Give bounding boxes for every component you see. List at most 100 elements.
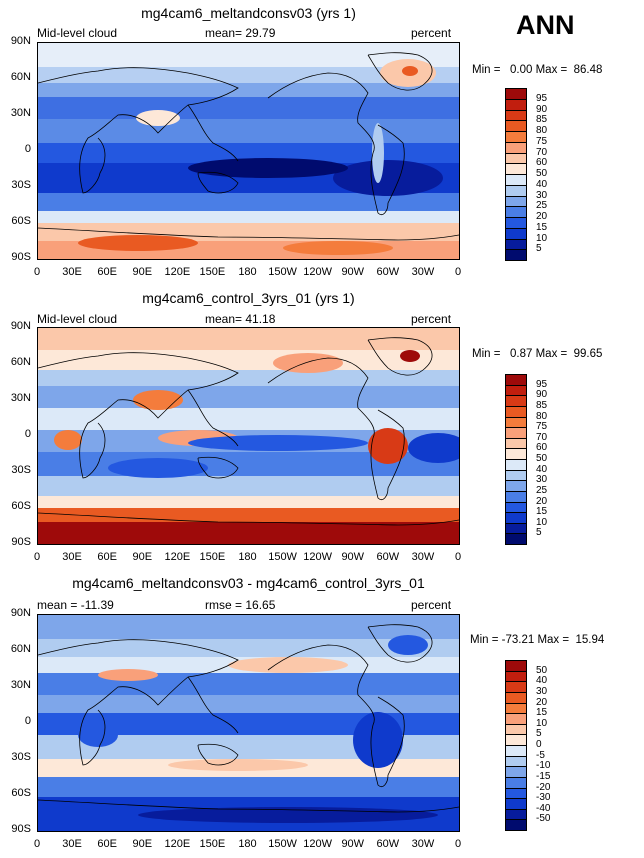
lon-tick-label: 30W — [411, 838, 435, 850]
colorbar-label: 60 — [536, 442, 548, 454]
lat-tick-label: 90N — [10, 320, 31, 332]
colorbar-label: 50 — [536, 453, 548, 464]
lon-tick-label: 0 — [454, 266, 462, 278]
colorbar-label: 15 — [536, 707, 548, 719]
lat-tick-label: 30S — [11, 751, 31, 763]
colorbar-label: 80 — [536, 410, 548, 422]
lon-tick-label: 90E — [132, 551, 153, 563]
colorbar-label: 5 — [536, 728, 542, 740]
lat-tick-label: 60S — [11, 500, 31, 512]
panel-3-map — [37, 614, 460, 832]
lat-tick-label: 60N — [10, 643, 31, 655]
colorbar-label: 75 — [536, 135, 548, 147]
lon-tick-label: 120E — [164, 551, 191, 563]
colorbar-label: 80 — [536, 125, 548, 136]
lat-tick-label: 90N — [10, 35, 31, 47]
colorbar-label: 10 — [536, 717, 548, 729]
lon-tick-label: 60E — [97, 838, 117, 850]
lat-tick-label: 90S — [11, 823, 31, 835]
panel-3-rmse-label: rmse = 16.65 — [205, 598, 276, 612]
lon-tick-label: 90E — [132, 838, 153, 850]
lat-tick-label: 60S — [11, 215, 31, 227]
panel-2-minmax: Min = 0.87 Max = 99.65 — [472, 348, 603, 360]
colorbar-label: 85 — [536, 399, 548, 411]
colorbar-label: -40 — [536, 802, 551, 814]
lon-tick-label: 30W — [411, 551, 435, 563]
panel-3-colorbar: 50 40 30 20 15 10 5 0 -5 -10 -15 -20 -30 -40 -50 — [505, 660, 565, 831]
colorbar-label: -15 — [536, 770, 551, 782]
colorbar-label: 30 — [536, 189, 548, 201]
panel-2-colorbar: 95 90 85 80 75 70 60 50 40 30 25 20 15 10 5 — [505, 374, 565, 545]
panel-1-colorbar: 95 90 85 80 75 70 60 50 40 30 25 20 15 10 5 — [505, 88, 565, 261]
lat-tick-label: 30N — [10, 392, 31, 404]
lon-tick-label: 180 — [238, 551, 257, 563]
colorbar-label: 70 — [536, 431, 548, 443]
lon-tick-label: 120E — [164, 838, 191, 850]
lon-tick-label: 150E — [199, 551, 226, 563]
lat-tick-label: 30S — [11, 464, 31, 476]
lon-tick-label: 60E — [97, 551, 117, 563]
colorbar-label: -30 — [536, 792, 551, 804]
lat-tick-label: 60N — [10, 71, 31, 83]
colorbar-label: 20 — [536, 495, 548, 507]
lon-tick-label: 120W — [303, 266, 333, 278]
colorbar-label: 40 — [536, 675, 548, 687]
lon-tick-label: 150W — [268, 551, 297, 563]
season-label: ANN — [516, 10, 575, 40]
lon-tick-label: 60E — [97, 266, 117, 278]
colorbar-label: 85 — [536, 114, 548, 126]
colorbar-label: -5 — [536, 749, 545, 761]
lat-tick-label: 0 — [24, 715, 31, 727]
panel-1-units-label: percent — [411, 26, 452, 40]
lon-tick-label: 150E — [199, 266, 226, 278]
panel-2-title: mg4cam6_control_3yrs_01 (yrs 1) — [142, 290, 355, 306]
lat-tick-label: 30N — [10, 107, 31, 119]
panel-1-minmax: Min = 0.00 Max = 86.48 — [472, 64, 603, 76]
lon-tick-label: 90W — [341, 838, 365, 850]
lon-tick-label: 30E — [62, 266, 82, 278]
colorbar-label: -20 — [536, 781, 551, 793]
colorbar-label: -10 — [536, 760, 551, 772]
lon-tick-label: 0 — [454, 551, 462, 563]
lat-tick-label: 60S — [11, 787, 31, 799]
lon-tick-label: 150W — [268, 838, 297, 850]
lon-tick-label: 90W — [341, 266, 365, 278]
colorbar-label: 75 — [536, 421, 548, 433]
colorbar-label: 25 — [536, 484, 548, 496]
colorbar-label: 10 — [536, 232, 548, 244]
lon-tick-label: 30E — [62, 551, 82, 563]
colorbar-label: 60 — [536, 157, 548, 169]
lon-tick-label: 120W — [303, 551, 333, 563]
colorbar-label: 90 — [536, 103, 548, 115]
colorbar-label: 25 — [536, 200, 548, 212]
panel-3-title: mg4cam6_meltandconsv03 - mg4cam6_control… — [72, 575, 425, 591]
panel-2-units-label: percent — [411, 312, 452, 326]
lon-tick-label: 180 — [238, 838, 257, 850]
panel-3-units-label: percent — [411, 598, 452, 612]
lat-tick-label: 90N — [10, 607, 31, 619]
colorbar-label: -50 — [536, 813, 551, 825]
lat-tick-label: 60N — [10, 356, 31, 368]
panel-1-title: mg4cam6_meltandconsv03 (yrs 1) — [141, 5, 356, 21]
panel-3-mean-label: mean = -11.39 — [37, 598, 114, 612]
colorbar-label: 10 — [536, 516, 548, 528]
lon-tick-label: 30E — [62, 838, 82, 850]
lat-tick-label: 0 — [24, 428, 31, 440]
lon-tick-label: 60W — [376, 551, 400, 563]
lat-tick-label: 90S — [11, 251, 31, 263]
colorbar-label: 90 — [536, 389, 548, 401]
panel-1-mean-label: mean= 29.79 — [205, 26, 276, 40]
lon-tick-label: 0 — [33, 838, 41, 850]
lon-tick-label: 150W — [268, 266, 297, 278]
colorbar-label: 95 — [536, 378, 548, 390]
colorbar-label: 70 — [536, 146, 548, 158]
lat-tick-label: 90S — [11, 536, 31, 548]
lon-tick-label: 150E — [199, 838, 226, 850]
lon-tick-label: 120E — [164, 266, 191, 278]
panel-2-variable-label: Mid-level cloud — [37, 312, 118, 326]
colorbar-label: 15 — [536, 506, 548, 518]
colorbar-label: 0 — [536, 739, 542, 750]
colorbar-label: 50 — [536, 664, 548, 676]
colorbar-label: 20 — [536, 211, 548, 222]
colorbar-swatch — [505, 249, 527, 261]
